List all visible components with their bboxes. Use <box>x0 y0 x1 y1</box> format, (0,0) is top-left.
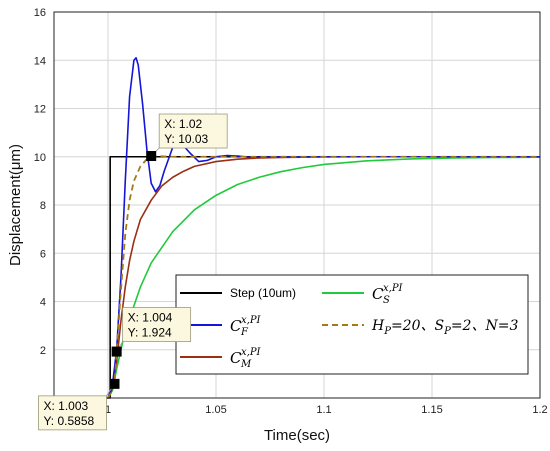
y-tick-label: 4 <box>40 297 46 309</box>
x-tick-label: 1.15 <box>421 404 442 416</box>
y-tick-label: 12 <box>34 104 46 116</box>
x-tick-label: 1.05 <box>205 404 226 416</box>
datatip-text: Y: 10.03 <box>164 132 208 146</box>
x-axis-label: Time(sec) <box>264 427 330 444</box>
x-tick-label: 1 <box>105 404 111 416</box>
datatip-box <box>158 113 228 149</box>
plot-border <box>53 11 541 399</box>
y-tick-label: 14 <box>34 55 46 67</box>
legend-entry: Step (10um) <box>230 286 296 300</box>
datatip-text: X: 1.02 <box>164 117 202 131</box>
datatip-marker[interactable] <box>146 151 157 162</box>
y-axis-ticks: 2 4 6 8 10 12 14 16 <box>34 7 46 357</box>
legend-entry-sup: x,PI <box>241 315 262 326</box>
x-tick-label: 1.1 <box>316 404 331 416</box>
datatip-text: X: 1.003 <box>43 399 88 413</box>
legend-entry-sub: M <box>240 359 252 370</box>
y-tick-label: 10 <box>34 152 46 164</box>
series-line-3 <box>107 155 540 399</box>
legend-entry: HP=20、SP=2、N=3 <box>371 318 518 337</box>
legend-entry-sup: x,PI <box>241 347 262 358</box>
datatip-box <box>122 307 192 342</box>
datatip-text: Y: 0.5858 <box>43 414 94 428</box>
legend-entry: C <box>372 285 384 303</box>
y-tick-label: 16 <box>34 7 46 19</box>
legend-entry-sub: S <box>383 295 390 306</box>
datatip-box <box>38 395 107 431</box>
legend-entry-sup: x,PI <box>383 283 404 294</box>
datatip-text: Y: 1.924 <box>128 326 172 340</box>
legend: Step (10um) C Sx,PIC Fx,PI HP=20、SP=2、N=3C Mx… <box>175 274 529 375</box>
legend-entry: C <box>230 317 242 335</box>
datatip-marker[interactable] <box>111 346 122 357</box>
datatip-text: X: 1.004 <box>128 311 173 325</box>
y-tick-label: 6 <box>40 248 46 260</box>
legend-entry: C <box>230 349 242 367</box>
y-tick-label: 8 <box>40 200 46 212</box>
datatip-marker[interactable] <box>109 378 120 389</box>
legend-entry-sub: F <box>240 327 249 338</box>
x-axis-ticks: 1 1.05 1.1 1.15 1.2 <box>105 404 548 416</box>
x-tick-label: 1.2 <box>532 404 547 416</box>
y-tick-label: 2 <box>40 345 46 357</box>
y-axis-label: Displacement(μm) <box>7 144 24 266</box>
